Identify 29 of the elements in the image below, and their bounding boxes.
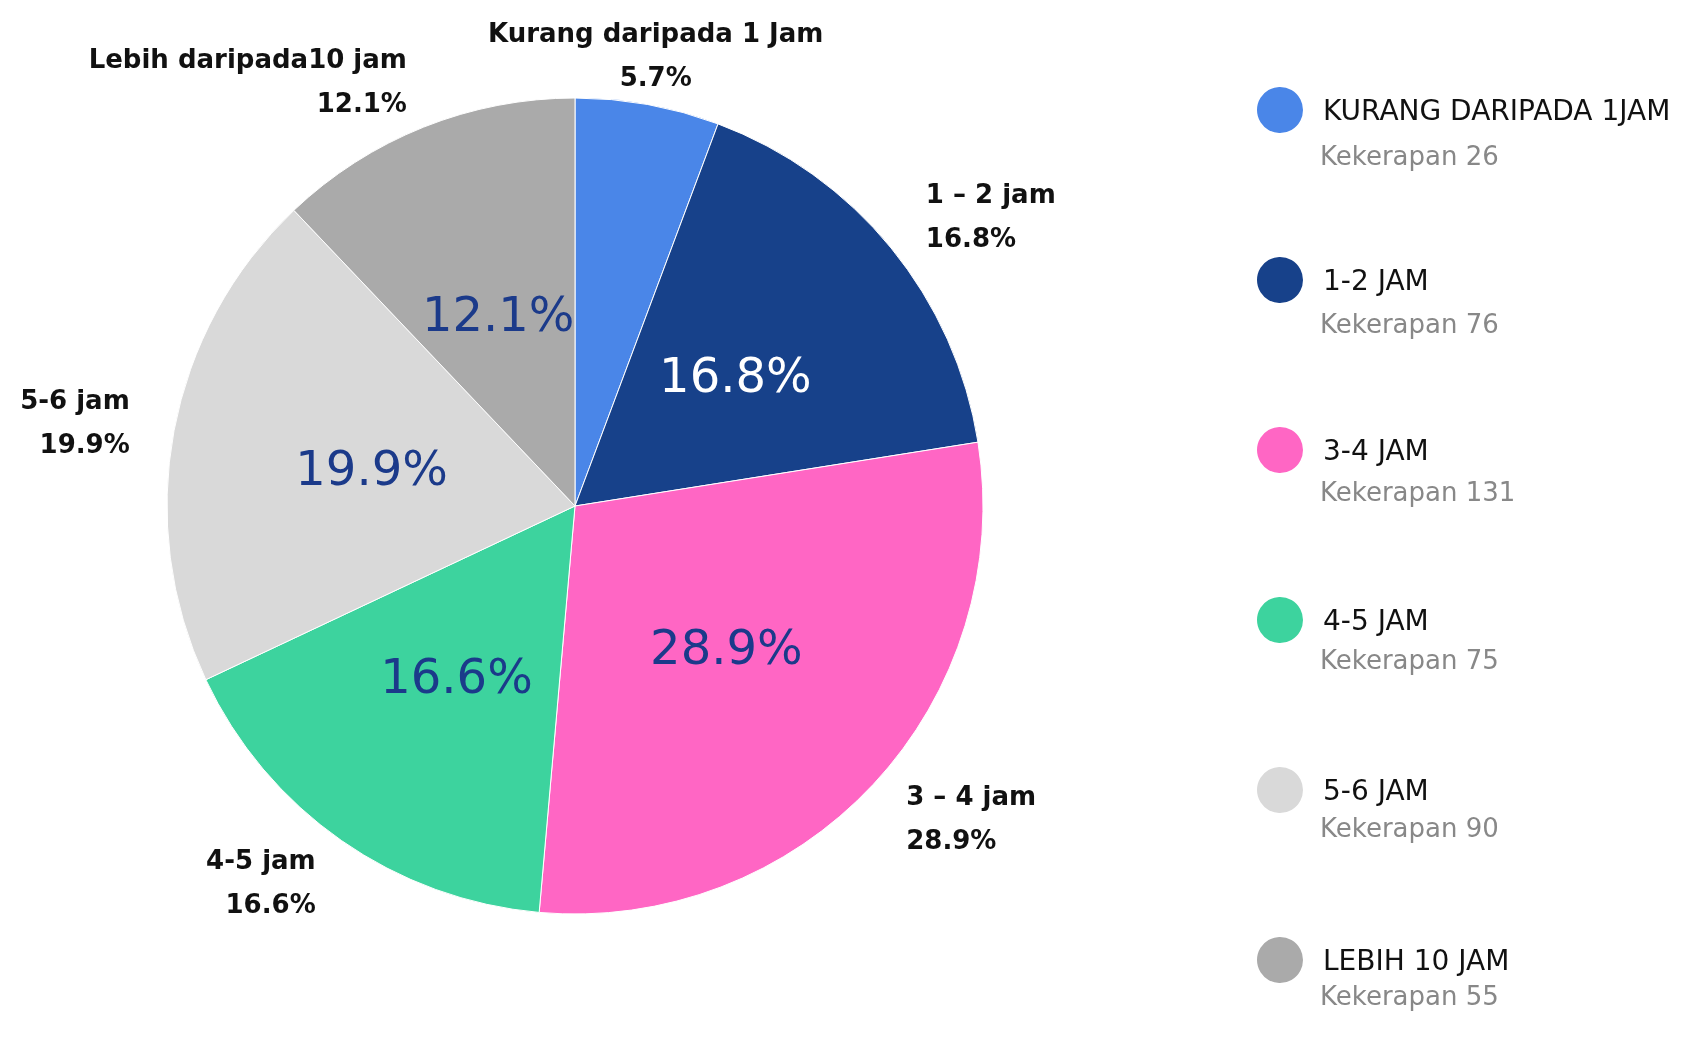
legend-label: KURANG DARIPADA 1JAM (1323, 93, 1671, 127)
text: 3 – 4 jam (906, 781, 1037, 812)
text: 16.8% (659, 347, 812, 404)
text: 5-6 jam (20, 384, 130, 415)
data-label: 5.7% (619, 62, 692, 93)
text: 1 – 2 jam (925, 179, 1056, 210)
text: Kekerapan 75 (1320, 645, 1499, 675)
text: Kekerapan 26 (1320, 141, 1499, 171)
text: Kekerapan 76 (1320, 309, 1499, 339)
data-label: 28.9% (906, 825, 997, 856)
legend-label: 4-5 JAM (1323, 603, 1429, 637)
text: Lebih daripada10 jam (88, 43, 407, 74)
text: Kekerapan 55 (1320, 981, 1499, 1011)
data-label: 16.8% (925, 223, 1017, 254)
text: 12.1% (421, 285, 575, 342)
data-label: 12.1% (316, 87, 407, 118)
text: Kekerapan 131 (1320, 477, 1516, 507)
text: Kekerapan 90 (1320, 813, 1499, 843)
data-label: 19.9% (39, 428, 130, 459)
text: Kurang daripada 1 Jam (487, 18, 824, 49)
text: 28.9% (650, 619, 803, 676)
data-label: 16.6% (225, 888, 316, 919)
text: 19.9% (295, 439, 448, 496)
text: 4-5 jam (206, 844, 316, 875)
legend-label: 5-6 JAM (1323, 773, 1429, 807)
text: 16.6% (380, 647, 533, 704)
legend-label: 1-2 JAM (1323, 263, 1429, 297)
legend-label: LEBIH 10 JAM (1323, 943, 1510, 977)
legend-label: 3-4 JAM (1323, 433, 1429, 467)
